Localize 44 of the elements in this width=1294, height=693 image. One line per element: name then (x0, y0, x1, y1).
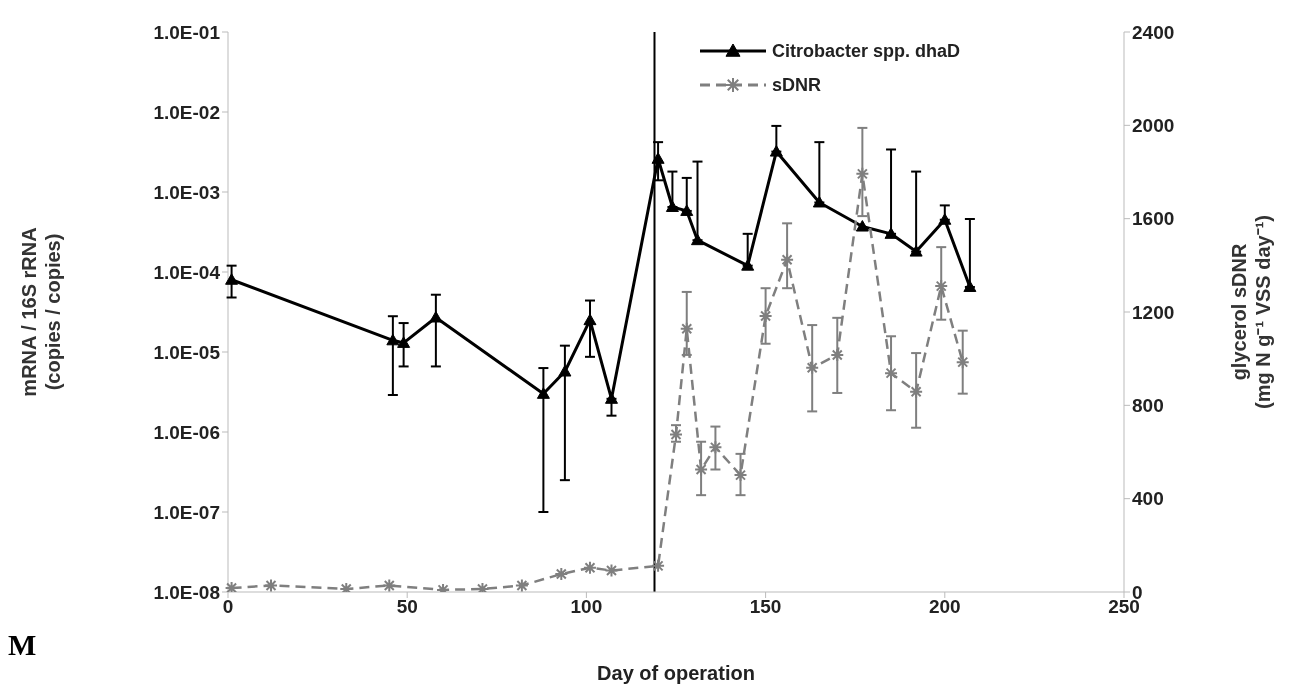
point (651, 152, 665, 164)
y2-tick-label: 400 (1132, 488, 1164, 510)
y2-axis-title: glycerol sDNR (mg N g⁻¹ VSS day⁻¹) (1228, 214, 1274, 410)
y-tick-label: 1.0E-04 (153, 261, 221, 283)
y-tick-label: 1.0E-03 (153, 181, 220, 203)
y2-tick-label: 1200 (1132, 301, 1175, 323)
point (963, 280, 977, 292)
point (909, 245, 923, 257)
point (225, 273, 239, 285)
y2-tick-label: 800 (1132, 395, 1164, 417)
y-tick-label: 1.0E-05 (153, 341, 221, 363)
y-tick-label: 1.0E-06 (153, 421, 220, 443)
y-tick-label: 1.0E-01 (153, 21, 221, 43)
legend-label: Citrobacter spp. dhaD (772, 40, 961, 62)
point (386, 333, 400, 346)
x-axis-title: Day of operation (597, 662, 755, 684)
legend-label: sDNR (772, 74, 822, 96)
point (812, 195, 826, 208)
point (558, 365, 572, 377)
point (397, 336, 411, 348)
y-tick-label: 1.0E-08 (153, 581, 220, 603)
point (741, 259, 755, 271)
x-tick-label: 50 (396, 596, 418, 618)
point (938, 213, 952, 225)
text: M (8, 628, 38, 663)
y-axis-title: mRNA / 16S rRNA (copies / copies) (18, 227, 64, 397)
point (680, 204, 694, 216)
point (769, 145, 783, 157)
x-tick-label: 200 (928, 596, 961, 618)
y2-tick-label: 1600 (1132, 208, 1175, 230)
point (884, 227, 898, 239)
point (665, 200, 679, 212)
point (536, 387, 550, 399)
point (429, 310, 443, 323)
point (583, 313, 597, 326)
point (691, 233, 704, 246)
x-tick-label: 0 (222, 596, 234, 618)
y-tick-label: 1.0E-07 (153, 501, 220, 523)
y-tick-label: 1.0E-02 (153, 101, 220, 123)
y2-tick-label: 2000 (1132, 115, 1175, 137)
x-tick-label: 150 (749, 596, 782, 618)
y2-tick-label: 2400 (1132, 21, 1175, 43)
x-tick-label: 100 (570, 596, 603, 618)
point (855, 220, 869, 232)
